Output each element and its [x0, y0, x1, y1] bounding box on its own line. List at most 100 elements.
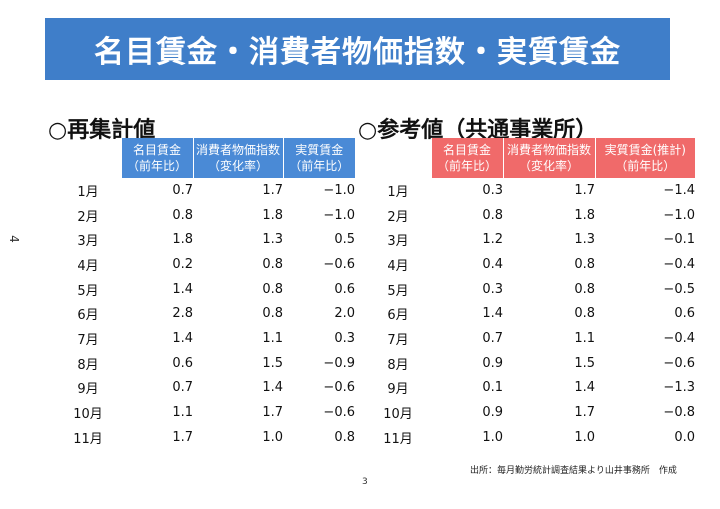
nominal-wage-cell: 1.1	[172, 405, 193, 421]
title-banner: 名目賃金・消費者物価指数・実質賃金	[45, 18, 670, 80]
nominal-wage-cell: 1.8	[172, 232, 193, 248]
real-wage-cell: 0.6	[674, 306, 695, 322]
real-wage-cell: −1.3	[663, 380, 695, 396]
month-cell: 8月	[77, 357, 99, 373]
cpi-cell: 0.8	[262, 281, 283, 297]
month-cell: 2月	[77, 209, 99, 225]
cpi-cell: 1.7	[262, 182, 283, 198]
table-row: 9月 0.1 1.4 −1.3	[365, 376, 695, 401]
real-wage-cell: −1.0	[323, 207, 355, 223]
table-row: 10月 1.1 1.7 −0.6	[55, 400, 355, 425]
real-wage-cell: −1.0	[663, 207, 695, 223]
month-cell: 11月	[73, 431, 103, 447]
nominal-wage-cell: 0.3	[482, 281, 503, 297]
page-number: 3	[362, 477, 368, 487]
cpi-cell: 1.7	[574, 182, 595, 198]
real-wage-cell: 0.0	[674, 429, 695, 445]
real-wage-cell: −0.6	[323, 256, 355, 272]
source-note: 出所：毎月勤労統計調査結果より山井事務所 作成	[470, 466, 677, 476]
table-row: 3月 1.8 1.3 0.5	[55, 227, 355, 252]
real-wage-cell: −0.8	[663, 405, 695, 421]
nominal-wage-cell: 1.7	[172, 429, 193, 445]
header-cpi: 消費者物価指数 （変化率）	[192, 138, 283, 178]
cpi-cell: 0.8	[262, 306, 283, 322]
table-row: 1月 0.3 1.7 −1.4	[365, 178, 695, 203]
reference-table: 名目賃金 （前年比） 消費者物価指数 （変化率） 実質賃金(推計) （前年比） 1月 0…	[365, 138, 695, 450]
nominal-wage-cell: 1.0	[482, 429, 503, 445]
real-wage-cell: −0.6	[663, 355, 695, 371]
nominal-wage-cell: 1.4	[482, 306, 503, 322]
table-row: 8月 0.6 1.5 −0.9	[55, 351, 355, 376]
nominal-wage-cell: 1.4	[172, 330, 193, 346]
month-cell: 6月	[387, 308, 409, 324]
table-row: 10月 0.9 1.7 −0.8	[365, 400, 695, 425]
cpi-cell: 1.1	[574, 330, 595, 346]
month-cell: 3月	[77, 234, 99, 250]
table-row: 5月 0.3 0.8 −0.5	[365, 277, 695, 302]
real-wage-cell: 0.6	[334, 281, 355, 297]
table-row: 6月 1.4 0.8 0.6	[365, 301, 695, 326]
real-wage-cell: −0.4	[663, 330, 695, 346]
side-page-number: 4	[6, 235, 21, 243]
cpi-cell: 1.4	[574, 380, 595, 396]
month-cell: 4月	[387, 258, 409, 274]
real-wage-cell: −1.4	[663, 182, 695, 198]
table-row: 2月 0.8 1.8 −1.0	[365, 203, 695, 228]
recount-table: 名目賃金 （前年比） 消費者物価指数 （変化率） 実質賃金 （前年比） 1月 0.7 1.…	[55, 138, 355, 450]
real-wage-cell: −0.5	[663, 281, 695, 297]
nominal-wage-cell: 0.7	[172, 182, 193, 198]
cpi-cell: 1.7	[574, 405, 595, 421]
real-wage-cell: −0.4	[663, 256, 695, 272]
month-cell: 1月	[77, 184, 99, 200]
nominal-wage-cell: 0.4	[482, 256, 503, 272]
month-cell: 5月	[77, 283, 99, 299]
cpi-cell: 1.3	[574, 232, 595, 248]
cpi-cell: 1.5	[574, 355, 595, 371]
table-row: 8月 0.9 1.5 −0.6	[365, 351, 695, 376]
nominal-wage-cell: 0.1	[482, 380, 503, 396]
header-corner	[365, 138, 431, 178]
real-wage-cell: −0.9	[323, 355, 355, 371]
month-cell: 9月	[387, 382, 409, 398]
table-row: 3月 1.2 1.3 −0.1	[365, 227, 695, 252]
cpi-cell: 1.5	[262, 355, 283, 371]
table-row: 6月 2.8 0.8 2.0	[55, 301, 355, 326]
cpi-cell: 0.8	[574, 281, 595, 297]
month-cell: 2月	[387, 209, 409, 225]
nominal-wage-cell: 2.8	[172, 306, 193, 322]
table-header-row: 名目賃金 （前年比） 消費者物価指数 （変化率） 実質賃金(推計) （前年比）	[365, 138, 695, 178]
header-cpi: 消費者物価指数 （変化率）	[502, 138, 595, 178]
cpi-cell: 1.4	[262, 380, 283, 396]
table-row: 11月 1.0 1.0 0.0	[365, 425, 695, 450]
table-row: 2月 0.8 1.8 −1.0	[55, 203, 355, 228]
cpi-cell: 0.8	[574, 256, 595, 272]
cpi-cell: 1.7	[262, 405, 283, 421]
table-header-row: 名目賃金 （前年比） 消費者物価指数 （変化率） 実質賃金 （前年比）	[55, 138, 355, 178]
cpi-cell: 1.0	[574, 429, 595, 445]
header-nominal-wage: 名目賃金 （前年比）	[120, 138, 193, 178]
cpi-cell: 1.8	[574, 207, 595, 223]
month-cell: 7月	[387, 332, 409, 348]
cpi-cell: 1.0	[262, 429, 283, 445]
nominal-wage-cell: 0.8	[172, 207, 193, 223]
table-row: 11月 1.7 1.0 0.8	[55, 425, 355, 450]
month-cell: 11月	[383, 431, 413, 447]
page-title: 名目賃金・消費者物価指数・実質賃金	[94, 35, 621, 70]
month-cell: 4月	[77, 258, 99, 274]
month-cell: 10月	[383, 407, 413, 423]
nominal-wage-cell: 0.7	[172, 380, 193, 396]
cpi-cell: 0.8	[262, 256, 283, 272]
real-wage-cell: −0.6	[323, 405, 355, 421]
real-wage-cell: 0.3	[334, 330, 355, 346]
table-row: 7月 0.7 1.1 −0.4	[365, 326, 695, 351]
table-row: 5月 1.4 0.8 0.6	[55, 277, 355, 302]
nominal-wage-cell: 0.7	[482, 330, 503, 346]
cpi-cell: 0.8	[574, 306, 595, 322]
month-cell: 6月	[77, 308, 99, 324]
table-row: 4月 0.4 0.8 −0.4	[365, 252, 695, 277]
header-real-wage: 実質賃金 （前年比）	[282, 138, 355, 178]
nominal-wage-cell: 0.8	[482, 207, 503, 223]
nominal-wage-cell: 1.2	[482, 232, 503, 248]
month-cell: 5月	[387, 283, 409, 299]
cpi-cell: 1.3	[262, 232, 283, 248]
